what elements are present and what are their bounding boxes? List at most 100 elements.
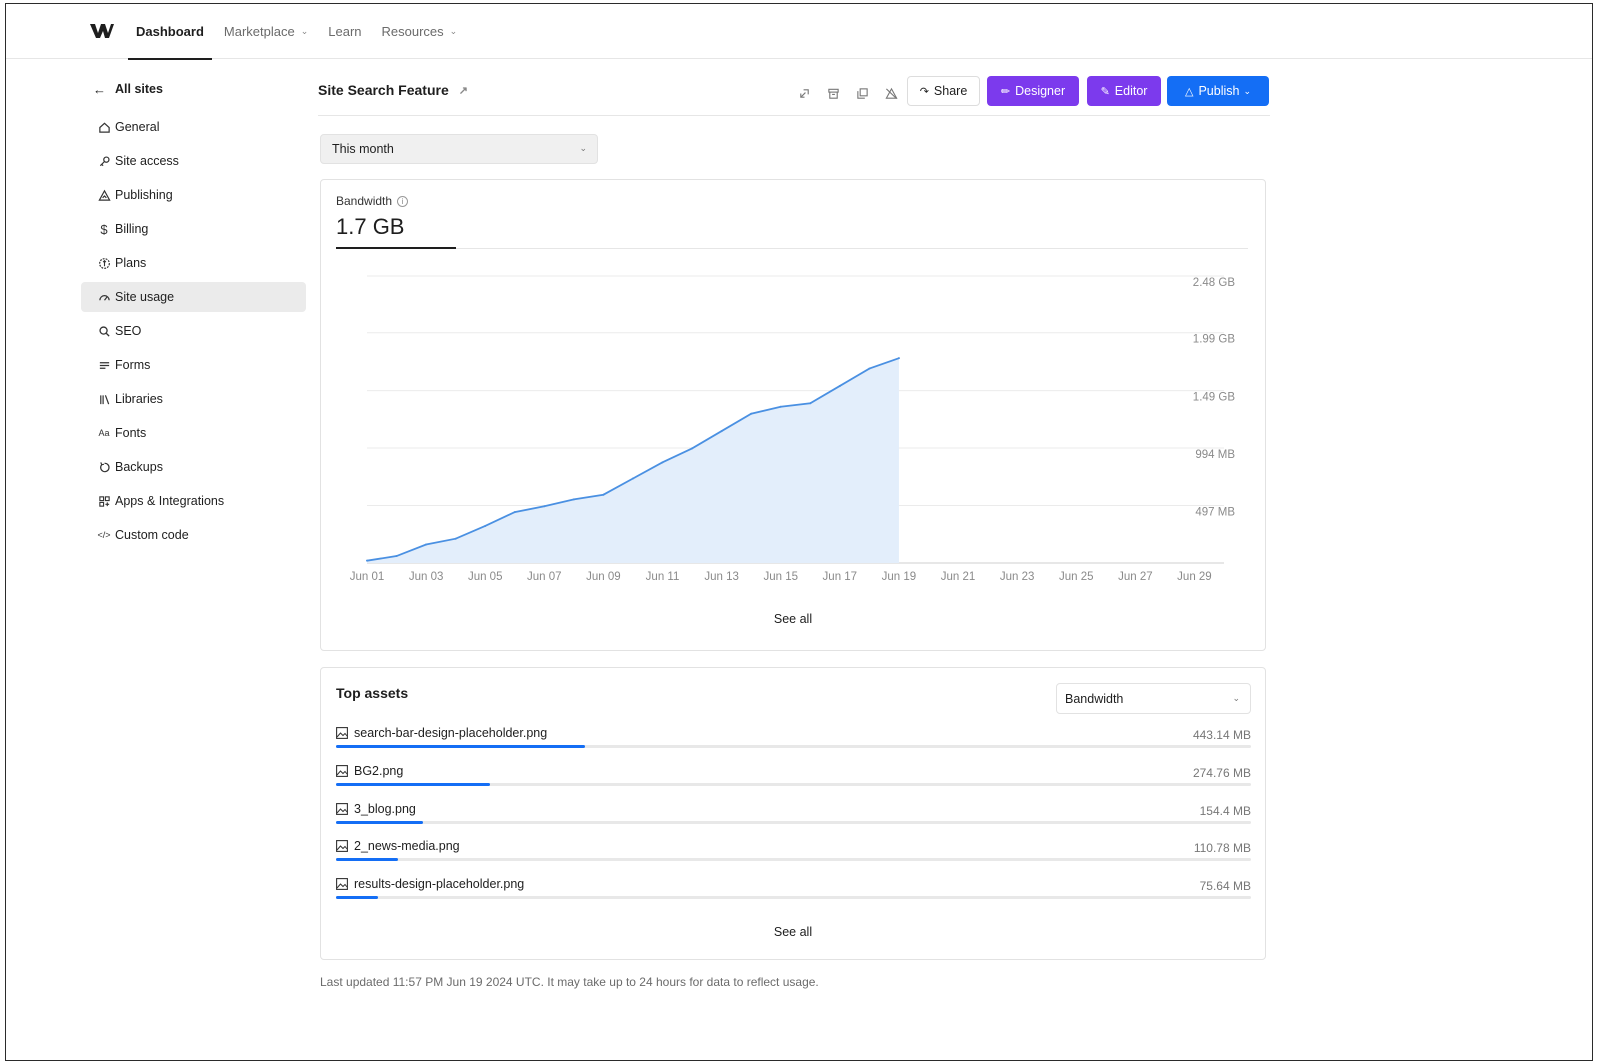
top-assets-title: Top assets [336, 685, 409, 701]
asset-usage-fill [336, 820, 423, 824]
sidebar-item-label: Backups [115, 460, 163, 474]
publish-label: Publish [1198, 84, 1240, 98]
period-select[interactable]: This month ⌄ [320, 134, 598, 164]
duplicate-icon[interactable] [848, 82, 877, 104]
nav-tab-learn[interactable]: Learn [320, 4, 369, 59]
sidebar-item-apps-integrations[interactable]: Apps & Integrations [81, 486, 306, 516]
sidebar-item-custom-code[interactable]: </> Custom code [81, 520, 306, 550]
x-tick-label: Jun 19 [882, 571, 917, 583]
data-point [484, 524, 487, 527]
asset-name[interactable]: BG2.png [336, 764, 403, 778]
asset-usage-bar [336, 896, 1251, 900]
code-icon: </> [97, 530, 111, 540]
transfer-icon[interactable] [790, 82, 819, 104]
bandwidth-value: 1.7 GB [336, 214, 405, 239]
asset-usage-fill [336, 858, 399, 862]
sidebar-item-label: Forms [115, 358, 151, 372]
site-toolbar: Site Search Feature ↗ ↷ Share ✏ Designer… [318, 72, 1270, 116]
x-tick-label: Jun 23 [1000, 571, 1035, 583]
assets-see-all-link[interactable]: See all [773, 925, 813, 939]
data-point [454, 537, 457, 540]
asset-name[interactable]: 3_blog.png [336, 802, 416, 816]
asset-size: 110.78 MB [1193, 841, 1251, 856]
sidebar-item-label: Publishing [115, 188, 173, 202]
last-updated-note: Last updated 11:57 PM Jun 19 2024 UTC. I… [320, 975, 819, 989]
sidebar-item-seo[interactable]: SEO [81, 316, 306, 346]
sidebar: ← All sites General Site access Publishi… [81, 74, 306, 554]
x-tick-label: Jun 13 [704, 571, 739, 583]
data-point [868, 367, 871, 370]
assets-sort-select[interactable]: Bandwidth ⌄ [1056, 683, 1251, 714]
bandwidth-label-text: Bandwidth [336, 194, 393, 208]
nav-tab-label: Marketplace [223, 24, 295, 39]
sidebar-item-plans[interactable]: Plans [81, 248, 306, 278]
sidebar-item-forms[interactable]: Forms [81, 350, 306, 380]
sidebar-item-publishing[interactable]: Publishing [81, 180, 306, 210]
key-icon [93, 155, 115, 168]
x-tick-label: Jun 21 [941, 571, 976, 583]
image-icon [336, 878, 348, 891]
backup-icon [93, 461, 115, 474]
webflow-logo-icon[interactable] [90, 22, 114, 40]
x-tick-label: Jun 09 [586, 571, 621, 583]
all-sites-label: All sites [115, 82, 163, 96]
nav-tabs: Dashboard Marketplace ⌄ Learn Resources … [128, 4, 469, 60]
asset-row: 3_blog.png 154.4 MB [336, 802, 1251, 834]
unpublish-icon[interactable] [877, 82, 906, 104]
sidebar-item-label: Plans [115, 256, 147, 270]
asset-name-text: BG2.png [354, 763, 404, 778]
dollar-icon: $ [100, 221, 108, 237]
archive-icon[interactable] [819, 82, 848, 104]
sidebar-item-libraries[interactable]: Libraries [81, 384, 306, 414]
libraries-icon [93, 393, 115, 406]
image-icon [336, 802, 348, 815]
chevron-down-icon: ⌄ [1232, 693, 1240, 703]
data-point [750, 412, 753, 415]
nav-tab-marketplace[interactable]: Marketplace ⌄ [216, 4, 316, 59]
fonts-icon: Aa [98, 428, 110, 438]
data-point [838, 384, 841, 387]
sidebar-item-backups[interactable]: Backups [81, 452, 306, 482]
sidebar-item-label: Billing [115, 222, 149, 236]
share-button[interactable]: ↷ Share [907, 76, 980, 106]
info-icon[interactable]: i [397, 195, 409, 207]
bandwidth-see-all-link[interactable]: See all [773, 612, 813, 626]
sidebar-item-label: Apps & Integrations [115, 494, 225, 508]
publish-button[interactable]: △ Publish ⌄ [1167, 76, 1269, 106]
asset-name[interactable]: search-bar-design-placeholder.png [336, 726, 547, 740]
x-tick-label: Jun 17 [823, 571, 858, 583]
pencil-icon: ✎ [1100, 85, 1110, 98]
sidebar-item-general[interactable]: General [81, 112, 306, 142]
x-tick-label: Jun 07 [527, 571, 562, 583]
chevron-down-icon: ⌄ [1243, 85, 1251, 96]
designer-button[interactable]: ✏ Designer [987, 76, 1079, 106]
y-tick-label: 1.99 GB [1193, 334, 1236, 346]
asset-name-text: 2_news-media.png [354, 839, 460, 854]
data-point [425, 543, 428, 546]
data-point [661, 461, 664, 464]
chevron-down-icon: ⌄ [579, 143, 587, 153]
sidebar-item-label: Site access [115, 154, 179, 168]
y-tick-label: 497 MB [1195, 506, 1235, 518]
x-tick-label: Jun 03 [409, 571, 444, 583]
sidebar-item-site-access[interactable]: Site access [81, 146, 306, 176]
all-sites-link[interactable]: ← All sites [81, 74, 306, 104]
asset-name[interactable]: 2_news-media.png [336, 839, 460, 853]
x-tick-label: Jun 15 [763, 571, 798, 583]
x-tick-label: Jun 01 [350, 571, 385, 583]
site-title[interactable]: Site Search Feature ↗ [318, 82, 468, 98]
sidebar-item-fonts[interactable]: Aa Fonts [81, 418, 306, 448]
sidebar-item-billing[interactable]: $ Billing [81, 214, 306, 244]
home-icon [93, 121, 115, 134]
image-icon [336, 840, 348, 853]
nav-tab-dashboard[interactable]: Dashboard [128, 4, 212, 60]
nav-tab-resources[interactable]: Resources ⌄ [374, 4, 466, 59]
editor-button[interactable]: ✎ Editor [1087, 76, 1161, 106]
data-point [513, 511, 516, 514]
asset-size: 274.76 MB [1192, 765, 1251, 780]
sidebar-item-site-usage[interactable]: Site usage [81, 282, 306, 312]
share-icon: ↷ [919, 85, 929, 98]
y-tick-label: 1.49 GB [1193, 392, 1236, 404]
asset-name[interactable]: results-design-placeholder.png [336, 877, 524, 891]
divider [336, 248, 1248, 249]
